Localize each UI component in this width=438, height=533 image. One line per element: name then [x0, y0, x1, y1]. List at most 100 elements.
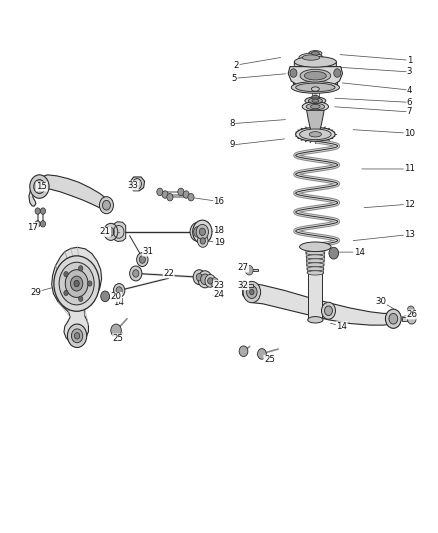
- Polygon shape: [243, 282, 255, 297]
- Text: 32: 32: [237, 281, 249, 289]
- Ellipse shape: [307, 259, 324, 263]
- Circle shape: [54, 256, 99, 311]
- Circle shape: [258, 349, 266, 359]
- Circle shape: [116, 287, 122, 294]
- Circle shape: [67, 324, 87, 348]
- Circle shape: [71, 276, 83, 291]
- Ellipse shape: [299, 53, 323, 62]
- Text: 7: 7: [407, 108, 412, 116]
- Circle shape: [250, 289, 254, 295]
- Ellipse shape: [307, 317, 323, 323]
- Text: 13: 13: [404, 230, 415, 239]
- Circle shape: [245, 265, 253, 275]
- Circle shape: [239, 346, 248, 357]
- Ellipse shape: [309, 51, 322, 56]
- Circle shape: [40, 208, 46, 214]
- Circle shape: [111, 324, 121, 337]
- Circle shape: [71, 329, 83, 343]
- Ellipse shape: [296, 83, 335, 92]
- Circle shape: [99, 197, 113, 214]
- Circle shape: [102, 200, 110, 210]
- Polygon shape: [130, 177, 145, 191]
- Circle shape: [198, 271, 212, 288]
- Circle shape: [240, 281, 247, 289]
- Polygon shape: [288, 67, 343, 88]
- Text: 31: 31: [142, 247, 154, 256]
- Circle shape: [208, 278, 213, 284]
- Polygon shape: [112, 222, 126, 241]
- Ellipse shape: [306, 103, 325, 110]
- Polygon shape: [29, 175, 109, 209]
- Circle shape: [178, 188, 184, 196]
- Circle shape: [101, 291, 110, 302]
- Circle shape: [78, 296, 83, 302]
- Polygon shape: [251, 269, 258, 271]
- Circle shape: [193, 270, 205, 285]
- Circle shape: [37, 183, 42, 190]
- Circle shape: [157, 188, 163, 196]
- Text: 19: 19: [214, 238, 224, 247]
- Text: 25: 25: [264, 356, 275, 364]
- Circle shape: [30, 175, 49, 198]
- Text: 24: 24: [213, 290, 225, 299]
- Circle shape: [321, 302, 336, 319]
- Circle shape: [194, 227, 202, 237]
- Circle shape: [64, 290, 68, 296]
- Circle shape: [201, 274, 209, 285]
- Circle shape: [190, 222, 206, 241]
- Text: 14: 14: [336, 322, 347, 330]
- Text: 1: 1: [407, 56, 412, 64]
- Circle shape: [34, 180, 45, 193]
- Text: 22: 22: [163, 269, 174, 278]
- Text: 30: 30: [375, 297, 387, 305]
- Circle shape: [211, 278, 219, 287]
- Text: 3: 3: [407, 68, 412, 76]
- Ellipse shape: [307, 263, 324, 267]
- Ellipse shape: [305, 97, 326, 104]
- Text: 5: 5: [232, 74, 237, 83]
- Ellipse shape: [308, 98, 322, 103]
- Ellipse shape: [306, 247, 325, 251]
- Circle shape: [64, 271, 68, 277]
- Circle shape: [107, 228, 114, 236]
- Ellipse shape: [302, 102, 328, 111]
- Ellipse shape: [300, 129, 331, 140]
- Text: 16: 16: [213, 197, 225, 206]
- Polygon shape: [245, 284, 253, 287]
- Polygon shape: [307, 110, 324, 132]
- Circle shape: [389, 313, 398, 324]
- Circle shape: [407, 306, 414, 314]
- Ellipse shape: [302, 55, 320, 60]
- Text: 6: 6: [407, 98, 412, 107]
- Circle shape: [247, 286, 257, 298]
- Text: 11: 11: [404, 165, 415, 173]
- Circle shape: [325, 306, 332, 316]
- Ellipse shape: [309, 132, 321, 137]
- Polygon shape: [308, 273, 322, 320]
- Ellipse shape: [300, 242, 331, 252]
- Ellipse shape: [312, 99, 319, 102]
- Circle shape: [196, 273, 202, 281]
- Circle shape: [133, 270, 139, 277]
- Text: 2: 2: [234, 61, 239, 69]
- Ellipse shape: [306, 251, 325, 255]
- Text: 27: 27: [237, 263, 249, 272]
- Text: 18: 18: [213, 227, 225, 235]
- Ellipse shape: [311, 52, 319, 55]
- Circle shape: [407, 313, 416, 324]
- Circle shape: [35, 221, 40, 227]
- Circle shape: [334, 69, 341, 77]
- Circle shape: [137, 253, 148, 266]
- Polygon shape: [244, 284, 398, 325]
- Circle shape: [88, 281, 92, 286]
- Circle shape: [385, 309, 401, 328]
- Ellipse shape: [296, 127, 335, 141]
- Circle shape: [193, 220, 212, 244]
- Ellipse shape: [291, 82, 339, 93]
- Ellipse shape: [304, 71, 326, 80]
- Circle shape: [40, 221, 46, 227]
- Ellipse shape: [311, 95, 319, 100]
- Text: 33: 33: [127, 181, 138, 190]
- Circle shape: [196, 224, 208, 239]
- Ellipse shape: [311, 87, 319, 91]
